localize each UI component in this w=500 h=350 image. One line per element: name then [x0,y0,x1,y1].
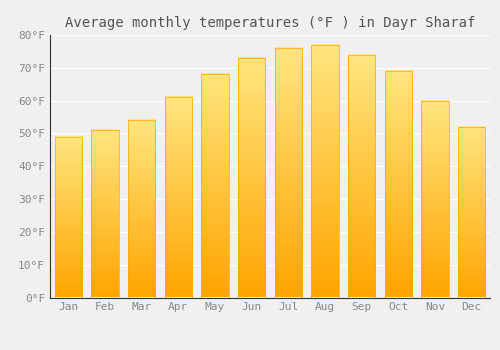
Bar [274,48,302,298]
Bar [91,130,119,298]
Bar [311,45,339,298]
Bar [421,101,448,298]
Title: Average monthly temperatures (°F ) in Dayr Sharaf: Average monthly temperatures (°F ) in Da… [65,16,475,30]
Bar [164,97,192,298]
Bar [201,75,229,298]
Bar [384,71,412,298]
Bar [54,137,82,298]
Bar [348,55,376,298]
Bar [128,120,156,298]
Bar [238,58,266,298]
Bar [458,127,485,298]
